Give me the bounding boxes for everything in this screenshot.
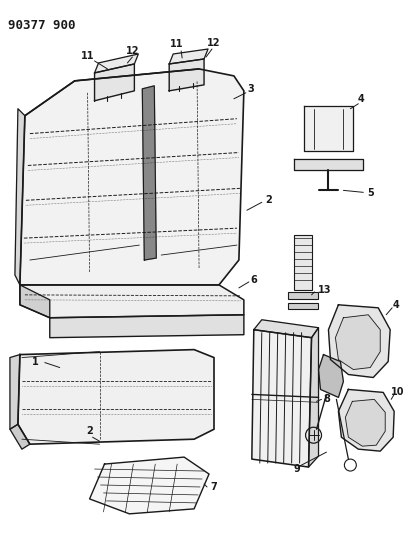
Polygon shape: [169, 49, 208, 64]
Polygon shape: [15, 109, 25, 285]
Bar: [294, 235, 311, 290]
Polygon shape: [328, 305, 390, 377]
Polygon shape: [254, 320, 318, 338]
Polygon shape: [142, 86, 156, 260]
Text: 5: 5: [367, 188, 374, 198]
Text: 2: 2: [265, 195, 272, 205]
Polygon shape: [10, 424, 30, 449]
Text: 10: 10: [391, 387, 405, 398]
Polygon shape: [309, 328, 318, 467]
Text: 12: 12: [126, 46, 139, 56]
Text: 12: 12: [207, 38, 221, 48]
Polygon shape: [94, 54, 139, 73]
Text: 13: 13: [318, 285, 331, 295]
Bar: [288, 303, 318, 309]
Bar: [288, 292, 318, 299]
Text: 3: 3: [247, 84, 254, 94]
Text: 6: 6: [250, 275, 257, 285]
Polygon shape: [345, 399, 385, 446]
Polygon shape: [304, 106, 353, 150]
Text: 4: 4: [358, 94, 364, 104]
Polygon shape: [335, 315, 380, 369]
Polygon shape: [294, 158, 363, 171]
Polygon shape: [18, 350, 214, 444]
Text: 90377 900: 90377 900: [8, 19, 75, 32]
Polygon shape: [339, 390, 394, 451]
Text: 2: 2: [86, 426, 93, 436]
Text: 9: 9: [293, 464, 300, 474]
Polygon shape: [94, 64, 134, 101]
Polygon shape: [252, 330, 311, 467]
Text: 11: 11: [81, 51, 94, 61]
Text: 8: 8: [323, 394, 330, 405]
Polygon shape: [20, 285, 50, 318]
Polygon shape: [169, 59, 204, 91]
Text: 11: 11: [171, 39, 184, 49]
Polygon shape: [318, 354, 343, 398]
Text: 7: 7: [211, 482, 217, 492]
Polygon shape: [50, 315, 244, 338]
Text: 4: 4: [393, 300, 399, 310]
Polygon shape: [10, 354, 20, 429]
Polygon shape: [20, 69, 244, 285]
Polygon shape: [90, 457, 209, 514]
Polygon shape: [20, 285, 244, 318]
Text: 1: 1: [32, 357, 38, 367]
